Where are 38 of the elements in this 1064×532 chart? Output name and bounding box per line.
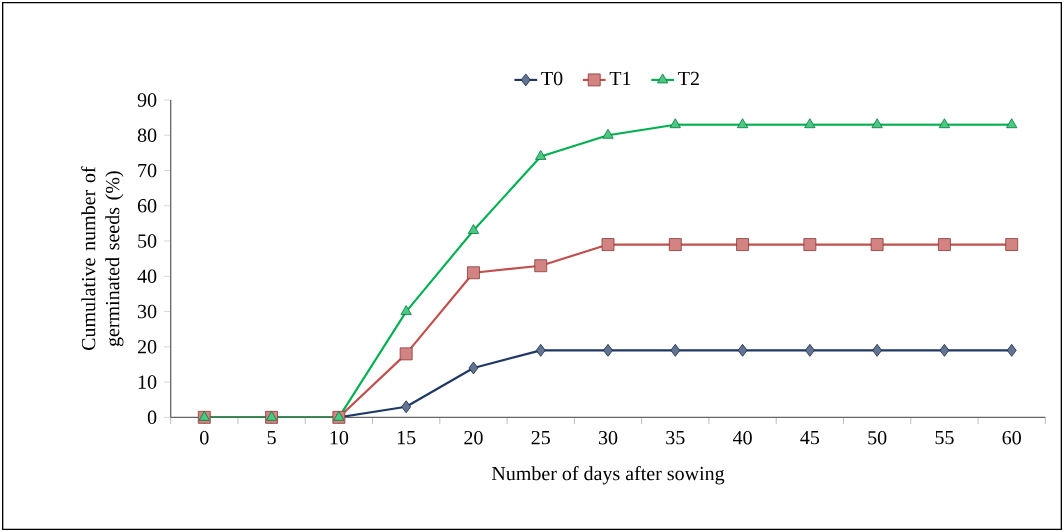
y-tick-label: 40	[137, 269, 157, 284]
y-tick-label: 80	[137, 128, 157, 143]
x-tick-label: 25	[531, 430, 550, 445]
point	[401, 400, 412, 414]
x-tick-label: 35	[666, 430, 685, 445]
x-tick-label: 30	[598, 430, 618, 445]
y-tick-label: 50	[138, 234, 157, 248]
x-tick-label: 40	[732, 430, 752, 445]
x-tick-label: 60	[1002, 430, 1021, 445]
y-tick-label: 70	[138, 163, 157, 178]
x-tick-label: 5	[267, 430, 276, 445]
y-tick-label: 20	[137, 340, 157, 354]
point	[603, 343, 613, 357]
point	[939, 343, 950, 357]
y-axis-title: Cumulative number of germinated seeds (%)	[81, 166, 124, 351]
x-axis-title: Number of days after sowing	[491, 466, 725, 485]
x-tick-label: 10	[330, 430, 349, 445]
point	[535, 343, 546, 357]
y-tick-label: 60	[137, 199, 157, 213]
legend-label: T2	[678, 71, 699, 86]
point	[804, 343, 815, 357]
y-tick-label: 0	[147, 410, 157, 425]
point	[1006, 343, 1017, 357]
x-tick-label: 50	[868, 430, 887, 445]
point	[872, 343, 883, 357]
x-tick-label: 0	[200, 430, 209, 445]
y-tick-label: 30	[138, 304, 157, 319]
x-tick-label: 15	[397, 430, 416, 445]
point	[670, 343, 681, 357]
legend-label: T1	[609, 71, 631, 86]
point	[468, 361, 479, 375]
x-tick-label: 20	[464, 430, 483, 445]
x-tick-label: 55	[935, 430, 954, 445]
x-tick-label: 45	[800, 430, 820, 445]
legend-label: T0	[541, 71, 563, 86]
point	[737, 343, 748, 357]
y-tick-label: 90	[137, 93, 157, 107]
y-tick-label: 10	[138, 375, 157, 389]
